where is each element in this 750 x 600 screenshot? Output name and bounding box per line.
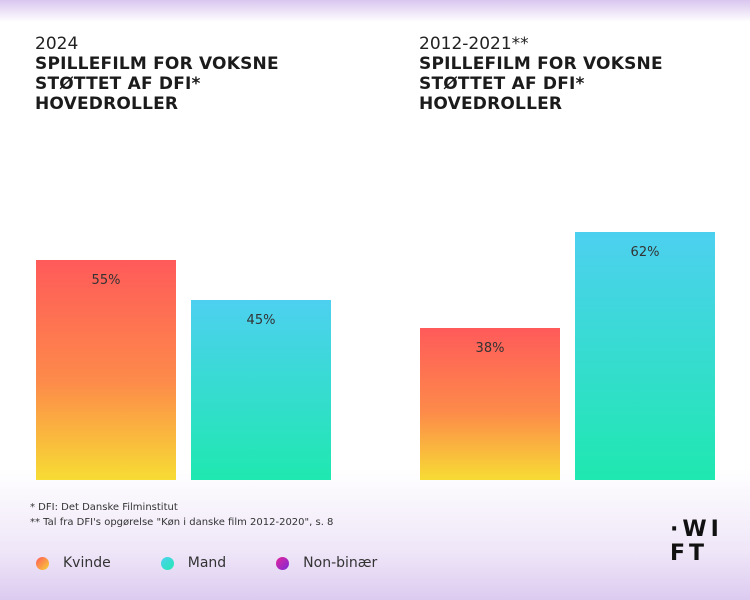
chart-title-line: STØTTET AF DFI* bbox=[35, 74, 201, 94]
bar-value-label: 62% bbox=[631, 245, 660, 260]
chart-title-line: HOVEDROLLER bbox=[35, 94, 179, 114]
legend-item-kvinde: Kvinde bbox=[36, 555, 111, 571]
top-gradient-bar bbox=[0, 0, 750, 22]
legend-label: Non-binær bbox=[303, 555, 378, 571]
bar-kvinde-1 bbox=[420, 328, 560, 480]
bar-value-label: 55% bbox=[92, 273, 121, 288]
legend-label: Mand bbox=[187, 555, 227, 571]
kvinde-dot-icon bbox=[36, 556, 49, 570]
chart-title-line: SPILLEFILM FOR VOKSNE bbox=[35, 54, 279, 74]
legend: Kvinde Mand Non-binær bbox=[36, 553, 427, 573]
bar-kvinde-0 bbox=[36, 260, 176, 480]
legend-label: Kvinde bbox=[63, 555, 111, 571]
mand-dot-icon bbox=[160, 556, 174, 570]
bar-value-label: 45% bbox=[247, 313, 276, 328]
nonbinaer-dot-icon bbox=[276, 556, 290, 570]
logo-line: ·WI bbox=[670, 517, 723, 542]
bar-mand-1 bbox=[575, 232, 715, 480]
chart-title-2024: 2024 SPILLEFILM FOR VOKSNE STØTTET AF DF… bbox=[35, 34, 365, 114]
chart-year: 2012-2021** bbox=[419, 34, 529, 54]
footnotes: * DFI: Det Danske Filminstitut ** Tal fr… bbox=[30, 500, 333, 530]
footnote: ** Tal fra DFI's opgørelse "Køn i danske… bbox=[30, 517, 334, 528]
chart-title-line: SPILLEFILM FOR VOKSNE bbox=[419, 54, 663, 74]
legend-item-mand: Mand bbox=[160, 555, 227, 571]
logo-line: FT bbox=[670, 541, 709, 566]
footnote: * DFI: Det Danske Filminstitut bbox=[30, 502, 178, 513]
chart-title-line: HOVEDROLLER bbox=[419, 94, 563, 114]
wift-logo: ·WI FT bbox=[670, 518, 720, 570]
legend-item-nonbinaer: Non-binær bbox=[276, 555, 377, 571]
bar-mand-0 bbox=[191, 300, 331, 480]
chart-title-line: STØTTET AF DFI* bbox=[419, 74, 585, 94]
chart-year: 2024 bbox=[35, 34, 79, 54]
chart-title-2012-2021: 2012-2021** SPILLEFILM FOR VOKSNE STØTTE… bbox=[419, 34, 749, 114]
bar-value-label: 38% bbox=[476, 341, 505, 356]
